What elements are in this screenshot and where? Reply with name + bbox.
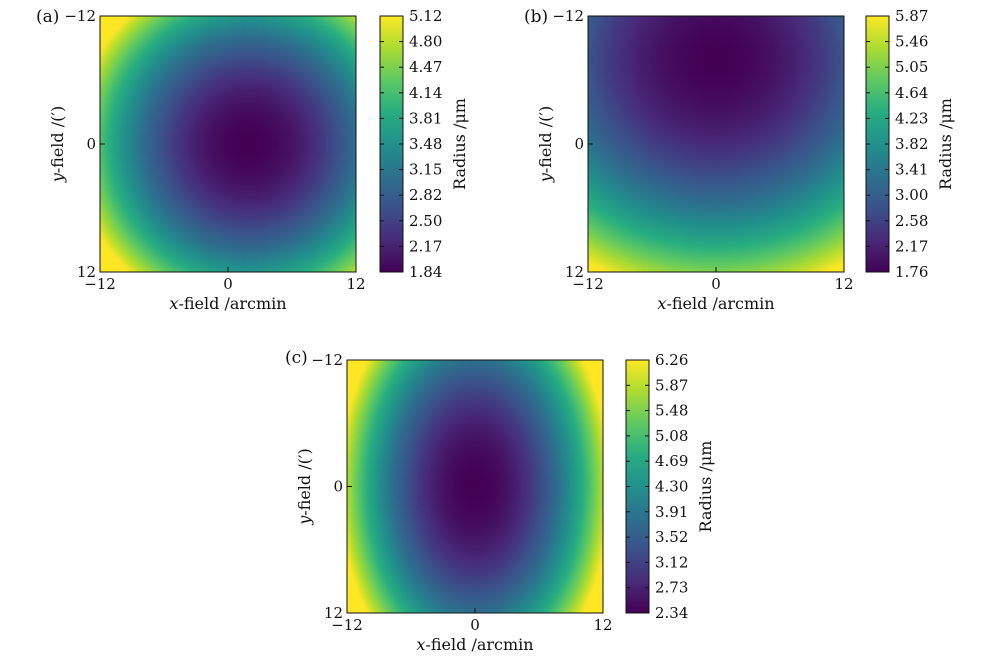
colorbar-tick-label: 5.46 bbox=[895, 33, 928, 51]
x-tick-label: 0 bbox=[470, 616, 480, 634]
y-tick-label: −12 bbox=[311, 351, 343, 369]
colorbar-tick-label: 3.52 bbox=[655, 528, 688, 546]
y-tick-label: −12 bbox=[552, 7, 584, 25]
colorbar-tick-label: 3.91 bbox=[655, 503, 688, 521]
colorbar-tick-label: 2.58 bbox=[895, 212, 928, 230]
colorbar-tick-label: 4.14 bbox=[409, 84, 442, 102]
y-tick-label: 12 bbox=[565, 263, 584, 281]
y-tick-label: 12 bbox=[324, 604, 343, 622]
heatmap-image bbox=[100, 16, 356, 272]
colorbar-tick-label: 4.23 bbox=[895, 109, 928, 127]
heatmap-image bbox=[588, 16, 844, 272]
heatmap-image bbox=[347, 360, 603, 613]
colorbar-tick-label: 5.05 bbox=[895, 58, 928, 76]
colorbar-tick-label: 3.81 bbox=[409, 109, 442, 127]
panel-label: (b) bbox=[524, 7, 548, 27]
x-axis-title: x-field /arcmin bbox=[416, 635, 533, 654]
x-tick-label: −12 bbox=[572, 275, 604, 293]
panel-label: (c) bbox=[285, 348, 308, 368]
x-axis-title: x-field /arcmin bbox=[657, 294, 774, 313]
colorbar-label: Radius /μm bbox=[936, 98, 955, 190]
y-tick-label: −12 bbox=[64, 7, 96, 25]
colorbar-tick-label: 2.73 bbox=[655, 579, 688, 597]
colorbar-tick-label: 6.26 bbox=[655, 351, 688, 369]
y-axis-title: y-field /(′) bbox=[536, 106, 555, 184]
colorbar-tick-label: 5.08 bbox=[655, 427, 688, 445]
x-tick-label: 0 bbox=[711, 275, 721, 293]
colorbar-tick-label: 2.34 bbox=[655, 604, 688, 622]
colorbar-tick-label: 3.12 bbox=[655, 553, 688, 571]
colorbar-tick-label: 4.69 bbox=[655, 452, 688, 470]
colorbar-label: Radius /μm bbox=[696, 441, 715, 533]
x-tick-label: 12 bbox=[346, 275, 365, 293]
colorbar-tick-label: 3.15 bbox=[409, 161, 442, 179]
x-tick-label: 12 bbox=[593, 616, 612, 634]
x-tick-label: 12 bbox=[834, 275, 853, 293]
panel-label: (a) bbox=[36, 7, 59, 27]
y-axis-title: y-field /(′) bbox=[295, 448, 314, 526]
x-axis-title: x-field /arcmin bbox=[169, 294, 286, 313]
x-tick-label: −12 bbox=[331, 616, 363, 634]
y-tick-label: 0 bbox=[333, 478, 343, 496]
colorbar-tick-label: 4.30 bbox=[655, 478, 688, 496]
colorbar-tick-label: 2.50 bbox=[409, 212, 442, 230]
y-axis-title: y-field /(′) bbox=[48, 106, 67, 184]
colorbar-tick-label: 3.82 bbox=[895, 135, 928, 153]
colorbar-tick-label: 5.87 bbox=[895, 7, 928, 25]
colorbar-label: Radius /μm bbox=[450, 98, 469, 190]
colorbar-tick-label: 4.80 bbox=[409, 33, 442, 51]
colorbar-tick-label: 1.84 bbox=[409, 263, 442, 281]
x-tick-label: −12 bbox=[84, 275, 116, 293]
colorbar-tick-label: 2.17 bbox=[409, 237, 442, 255]
y-tick-label: 0 bbox=[86, 135, 96, 153]
y-tick-label: 12 bbox=[77, 263, 96, 281]
colorbar-tick-label: 2.82 bbox=[409, 186, 442, 204]
colorbar-tick-label: 3.00 bbox=[895, 186, 928, 204]
colorbar-tick-label: 3.48 bbox=[409, 135, 442, 153]
colorbar-tick-label: 5.87 bbox=[655, 376, 688, 394]
colorbar-tick-label: 4.64 bbox=[895, 84, 928, 102]
colorbar-tick-label: 3.41 bbox=[895, 161, 928, 179]
x-tick-label: 0 bbox=[223, 275, 233, 293]
colorbar-tick-label: 5.12 bbox=[409, 7, 442, 25]
colorbar-tick-label: 5.48 bbox=[655, 402, 688, 420]
y-tick-label: 0 bbox=[574, 135, 584, 153]
colorbar-tick-label: 1.76 bbox=[895, 263, 928, 281]
colorbar-tick-label: 2.17 bbox=[895, 237, 928, 255]
colorbar-tick-label: 4.47 bbox=[409, 58, 442, 76]
